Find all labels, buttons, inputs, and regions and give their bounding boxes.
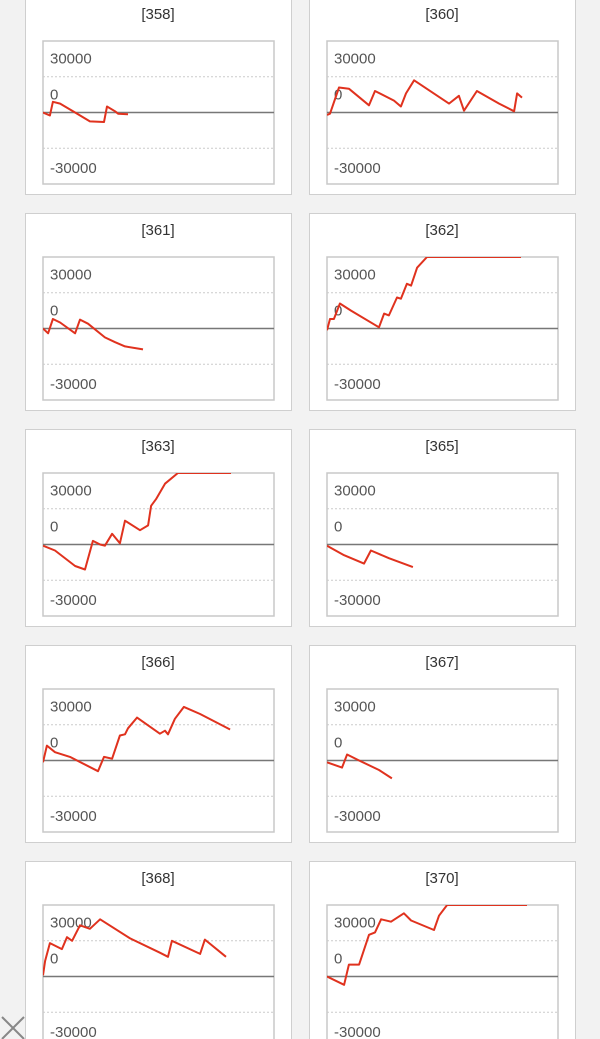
y-tick-label: 30000 xyxy=(334,51,376,68)
data-line xyxy=(43,100,129,123)
y-tick-label: 30000 xyxy=(50,699,92,716)
chart-panel: [368] 30000 0 -30000 xyxy=(25,861,292,1039)
y-tick-label: -30000 xyxy=(50,1024,97,1039)
close-button[interactable] xyxy=(1,1016,25,1039)
y-tick-label: -30000 xyxy=(334,592,381,609)
close-stroke[interactable] xyxy=(1,1016,25,1039)
y-tick-label: 30000 xyxy=(50,51,92,68)
y-tick-label: 0 xyxy=(50,950,58,967)
chart-title: [365] xyxy=(425,438,458,455)
chart-panel: [365] 30000 0 -30000 xyxy=(309,429,576,627)
chart-title: [361] xyxy=(141,222,174,239)
chart-grid: [358] 30000 0 -30000 [360] 30000 0 -30000 [361] 3… xyxy=(25,0,576,1039)
data-line xyxy=(327,905,527,986)
y-tick-label: -30000 xyxy=(50,592,97,609)
y-tick-label: -30000 xyxy=(50,376,97,393)
y-tick-label: 30000 xyxy=(50,483,92,500)
y-tick-label: 0 xyxy=(50,734,58,751)
data-line xyxy=(43,705,231,773)
y-tick-label: 30000 xyxy=(50,915,92,932)
chart-title: [366] xyxy=(141,654,174,671)
data-line xyxy=(327,79,523,116)
data-line xyxy=(327,257,521,331)
data-line xyxy=(43,918,227,976)
chart-title: [367] xyxy=(425,654,458,671)
y-tick-label: 0 xyxy=(334,950,342,967)
y-tick-label: 30000 xyxy=(334,483,376,500)
chart-panel: [361] 30000 0 -30000 xyxy=(25,213,292,411)
chart-title: [360] xyxy=(425,6,458,23)
y-tick-label: -30000 xyxy=(334,376,381,393)
y-tick-label: -30000 xyxy=(50,808,97,825)
y-tick-label: 30000 xyxy=(334,699,376,716)
y-tick-label: 30000 xyxy=(50,267,92,284)
y-tick-label: 0 xyxy=(334,86,342,103)
chart-title: [358] xyxy=(141,6,174,23)
chart-panel: [363] 30000 0 -30000 xyxy=(25,429,292,627)
y-tick-label: 0 xyxy=(334,734,342,751)
chart-panel: [367] 30000 0 -30000 xyxy=(309,645,576,843)
y-tick-label: 0 xyxy=(50,86,58,103)
y-tick-label: -30000 xyxy=(334,160,381,177)
y-tick-label: 0 xyxy=(334,518,342,535)
data-line xyxy=(327,753,393,780)
plot-frame xyxy=(42,904,275,1039)
y-tick-label: -30000 xyxy=(334,1024,381,1039)
chart-panel: [360] 30000 0 -30000 xyxy=(309,0,576,195)
data-line xyxy=(327,544,414,569)
chart-title: [370] xyxy=(425,870,458,887)
y-tick-label: 30000 xyxy=(334,915,376,932)
plot-frame xyxy=(326,904,559,1039)
y-tick-label: 30000 xyxy=(334,267,376,284)
chart-title: [362] xyxy=(425,222,458,239)
data-line xyxy=(43,318,144,351)
y-tick-label: -30000 xyxy=(334,808,381,825)
chart-panel: [358] 30000 0 -30000 xyxy=(25,0,292,195)
y-tick-label: -30000 xyxy=(50,160,97,177)
chart-title: [363] xyxy=(141,438,174,455)
y-tick-label: 0 xyxy=(50,518,58,535)
chart-panel: [370] 30000 0 -30000 xyxy=(309,861,576,1039)
chart-panel: [362] 30000 0 -30000 xyxy=(309,213,576,411)
y-tick-label: 0 xyxy=(334,302,342,319)
data-line xyxy=(43,473,231,571)
y-tick-label: 0 xyxy=(50,302,58,319)
chart-panel: [366] 30000 0 -30000 xyxy=(25,645,292,843)
chart-title: [368] xyxy=(141,870,174,887)
